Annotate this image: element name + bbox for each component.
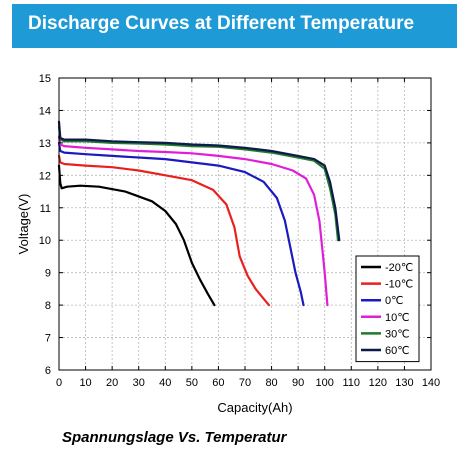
series-line-3 xyxy=(57,135,329,307)
series-line-2 xyxy=(57,141,305,307)
x-tick-label: 110 xyxy=(343,377,361,389)
x-tick-label: 0 xyxy=(56,377,62,389)
y-tick-label: 6 xyxy=(45,365,51,377)
x-tick-label: 10 xyxy=(79,377,91,389)
title-banner: Discharge Curves at Different Temperatur… xyxy=(12,4,457,48)
y-tick-label: 10 xyxy=(39,235,51,247)
y-tick-label: 15 xyxy=(39,73,51,85)
series-line-5 xyxy=(57,120,341,242)
x-tick-label: 60 xyxy=(212,377,224,389)
legend-label-5: 60℃ xyxy=(385,345,410,357)
x-tick-label: 100 xyxy=(316,377,334,389)
x-tick-label: 40 xyxy=(159,377,171,389)
x-tick-label: 90 xyxy=(292,377,304,389)
y-axis-label: Voltage(V) xyxy=(16,194,31,255)
discharge-chart: 0 10 20 30 40 50 60 70 80 90 100 110 120 130 140 6 7 8 9 10… xyxy=(16,73,440,415)
x-tick-label: 50 xyxy=(186,377,198,389)
x-tick-label: 70 xyxy=(239,377,251,389)
y-tick-label: 13 xyxy=(39,138,51,150)
y-tick-label: 12 xyxy=(39,170,51,182)
legend-label-4: 30℃ xyxy=(385,328,410,340)
x-tick-label: 120 xyxy=(369,377,387,389)
caption: Spannungslage Vs. Temperatur xyxy=(62,429,287,446)
x-tick-label: 80 xyxy=(265,377,277,389)
y-tick-label: 7 xyxy=(45,333,51,345)
legend-box xyxy=(355,255,420,363)
legend-label-3: 10℃ xyxy=(385,312,410,324)
series-line-4 xyxy=(57,125,340,242)
y-tick-label: 9 xyxy=(45,268,51,280)
y-tick-label: 14 xyxy=(39,105,51,117)
legend-label-1: -10℃ xyxy=(385,279,413,291)
y-tick-label: 11 xyxy=(40,203,51,215)
x-tick-label: 20 xyxy=(106,377,118,389)
chart-title: Discharge Curves at Different Temperatur… xyxy=(28,13,415,34)
x-tick-label: 130 xyxy=(395,377,413,389)
legend-label-2: 0℃ xyxy=(385,295,403,307)
x-tick-label: 140 xyxy=(422,377,440,389)
x-tick-label: 30 xyxy=(133,377,145,389)
legend-label-0: -20℃ xyxy=(385,262,413,274)
series-line-1 xyxy=(57,154,270,307)
series-line-0 xyxy=(57,164,216,307)
x-axis-label: Capacity(Ah) xyxy=(217,400,292,415)
y-tick-label: 8 xyxy=(45,300,51,312)
